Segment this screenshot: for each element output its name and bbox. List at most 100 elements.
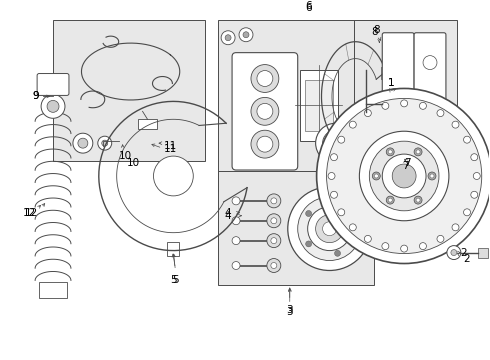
Bar: [218, 171, 374, 285]
Circle shape: [447, 246, 461, 260]
FancyBboxPatch shape: [232, 53, 298, 170]
FancyBboxPatch shape: [37, 73, 69, 95]
Text: 5: 5: [172, 275, 179, 285]
Circle shape: [369, 141, 439, 211]
Circle shape: [317, 89, 490, 264]
Circle shape: [437, 235, 444, 242]
Circle shape: [73, 133, 93, 153]
Circle shape: [416, 150, 420, 154]
Circle shape: [401, 100, 408, 107]
Circle shape: [288, 187, 371, 270]
Bar: [138, 119, 157, 129]
Circle shape: [331, 191, 338, 198]
Circle shape: [452, 224, 459, 231]
Circle shape: [430, 174, 434, 178]
Circle shape: [329, 136, 343, 150]
Circle shape: [365, 235, 371, 242]
Circle shape: [471, 154, 478, 161]
Circle shape: [359, 131, 449, 221]
Text: 2: 2: [464, 253, 470, 264]
Circle shape: [78, 138, 88, 148]
Text: 5: 5: [170, 275, 177, 285]
Text: 9: 9: [33, 91, 39, 102]
Circle shape: [464, 209, 470, 216]
Text: 12: 12: [24, 208, 38, 218]
Circle shape: [374, 174, 378, 178]
Circle shape: [471, 191, 478, 198]
Bar: [305, 80, 333, 131]
Bar: [300, 69, 338, 141]
Circle shape: [243, 32, 249, 38]
Circle shape: [225, 35, 231, 41]
Circle shape: [267, 194, 281, 208]
Text: 6: 6: [305, 1, 312, 11]
Text: 1: 1: [388, 78, 394, 89]
Circle shape: [257, 136, 273, 152]
Circle shape: [251, 98, 279, 125]
Text: 11: 11: [164, 141, 177, 151]
Circle shape: [232, 217, 240, 225]
Circle shape: [473, 172, 480, 180]
Circle shape: [382, 102, 389, 109]
Bar: [354, 20, 457, 159]
Circle shape: [349, 224, 356, 231]
Circle shape: [47, 100, 59, 112]
Circle shape: [428, 172, 436, 180]
Circle shape: [239, 28, 253, 42]
Circle shape: [298, 197, 362, 261]
Text: 6: 6: [305, 3, 312, 13]
Text: 12: 12: [23, 208, 36, 218]
Bar: [168, 242, 179, 256]
Circle shape: [257, 103, 273, 119]
Circle shape: [349, 121, 356, 128]
Bar: [39, 282, 67, 298]
Circle shape: [271, 262, 277, 269]
Circle shape: [306, 241, 312, 247]
Circle shape: [392, 164, 416, 188]
Circle shape: [382, 154, 426, 198]
Bar: [218, 20, 399, 191]
Circle shape: [419, 102, 426, 109]
Circle shape: [452, 121, 459, 128]
Circle shape: [271, 238, 277, 244]
Circle shape: [401, 245, 408, 252]
Circle shape: [451, 249, 457, 256]
Circle shape: [153, 156, 193, 196]
Circle shape: [322, 222, 337, 236]
Text: 3: 3: [287, 305, 293, 315]
Circle shape: [232, 261, 240, 270]
Circle shape: [102, 140, 108, 146]
Circle shape: [464, 136, 470, 143]
Bar: [418, 87, 442, 142]
Circle shape: [271, 198, 277, 204]
Circle shape: [388, 198, 392, 202]
Circle shape: [338, 209, 345, 216]
Circle shape: [331, 154, 338, 161]
Circle shape: [388, 150, 392, 154]
Text: 3: 3: [287, 307, 293, 317]
Circle shape: [386, 196, 394, 204]
Text: 7: 7: [402, 161, 409, 171]
Circle shape: [267, 258, 281, 273]
Text: 4: 4: [225, 208, 231, 218]
Circle shape: [352, 226, 358, 232]
Circle shape: [232, 237, 240, 244]
Circle shape: [368, 113, 377, 123]
Circle shape: [251, 130, 279, 158]
Circle shape: [267, 214, 281, 228]
Circle shape: [386, 148, 394, 156]
Circle shape: [326, 98, 482, 253]
Bar: [53, 20, 205, 161]
Circle shape: [414, 196, 422, 204]
Circle shape: [221, 31, 235, 45]
Circle shape: [306, 211, 312, 216]
Circle shape: [41, 94, 65, 118]
Text: 8: 8: [373, 25, 380, 35]
Circle shape: [232, 197, 240, 205]
Circle shape: [416, 198, 420, 202]
Circle shape: [423, 56, 437, 69]
Circle shape: [328, 172, 335, 180]
Text: 11: 11: [164, 144, 177, 154]
Text: 10: 10: [119, 151, 132, 161]
FancyBboxPatch shape: [382, 33, 414, 146]
